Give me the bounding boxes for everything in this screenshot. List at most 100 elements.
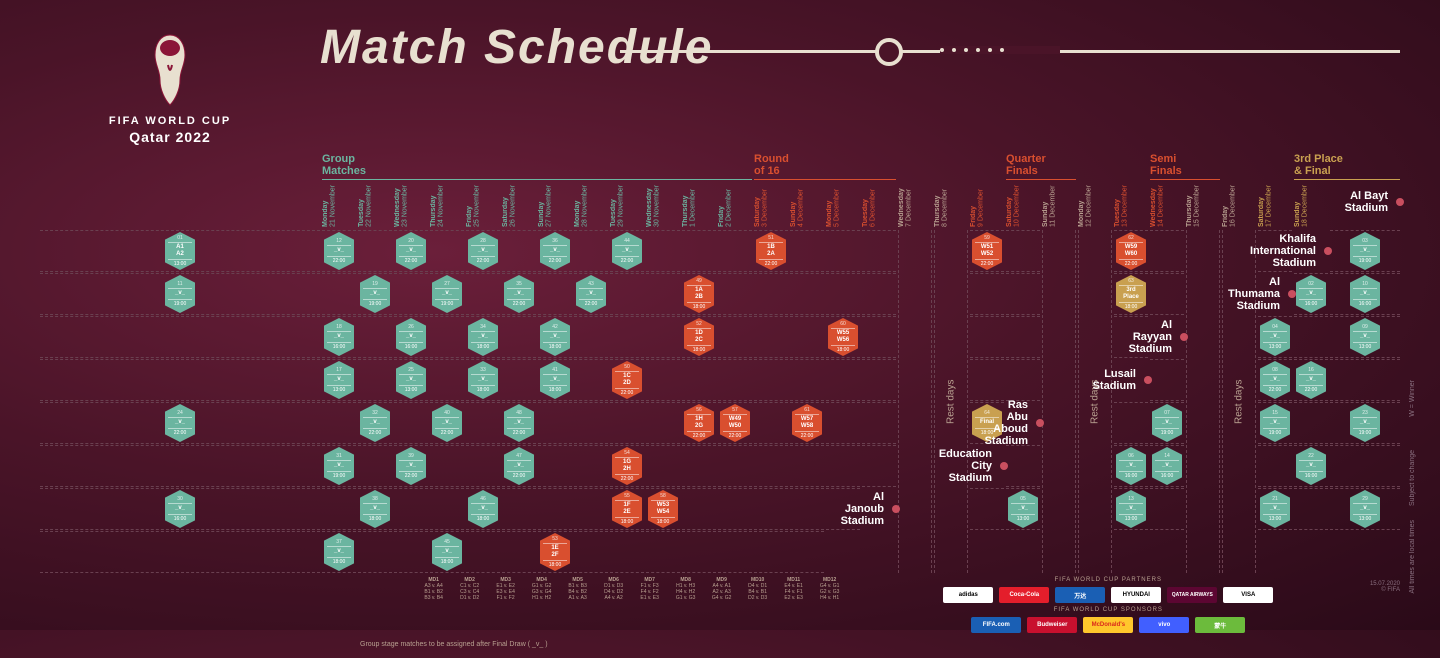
grid-cell: 47_v_22:00 bbox=[502, 445, 536, 487]
date-header: Friday2 December bbox=[718, 181, 752, 229]
grid-cell bbox=[646, 402, 680, 444]
grid-cell: 551F 2E18:00 bbox=[610, 488, 644, 530]
grid-cell bbox=[1006, 359, 1040, 401]
grid-cell: 11_v_19:00 bbox=[40, 273, 320, 315]
grid-cell: 57W49 W5022:00 bbox=[718, 402, 752, 444]
match-hex: 08_v_22:00 bbox=[1260, 361, 1290, 399]
partners-label: FIFA WORLD CUP PARTNERS bbox=[1055, 577, 1162, 583]
match-hex: 42_v_18:00 bbox=[540, 318, 570, 356]
grid-cell bbox=[970, 488, 1004, 530]
grid-cell: 27_v_19:00 bbox=[430, 273, 464, 315]
grid-cell: 24_v_22:00 bbox=[40, 402, 320, 444]
sponsor-badge: QATAR AIRWAYS bbox=[1167, 587, 1217, 603]
match-hex: 541G 2H22:00 bbox=[612, 447, 642, 485]
grid-cell bbox=[718, 531, 752, 573]
grid-cell: 23_v_19:00 bbox=[1330, 402, 1400, 444]
grid-cell bbox=[862, 359, 896, 401]
grid-cell: 58W53 W5418:00 bbox=[646, 488, 680, 530]
grid-cell: 06_v_16:00 bbox=[1114, 445, 1148, 487]
match-hex: 17_v_13:00 bbox=[324, 361, 354, 399]
matchday-footnote: MD5B1 v. B3B4 v. B2A1 v. A3 bbox=[561, 577, 595, 601]
sponsor-badge: McDonald's bbox=[1083, 617, 1133, 633]
grid-cell: 14_v_16:00 bbox=[1150, 445, 1184, 487]
event-logo: FIFA WORLD CUP Qatar 2022 bbox=[40, 20, 300, 145]
match-hex: 45_v_18:00 bbox=[432, 533, 462, 571]
match-hex: 12_v_22:00 bbox=[324, 232, 354, 270]
grid-cell: 46_v_18:00 bbox=[466, 488, 500, 530]
match-hex: 39_v_22:00 bbox=[396, 447, 426, 485]
date-header: Wednesday14 December bbox=[1150, 181, 1184, 229]
date-header: Saturday3 December bbox=[754, 181, 788, 229]
page-title: Match Schedule bbox=[320, 20, 1400, 75]
sponsors-area: FIFA WORLD CUP PARTNERS adidasCoca-Cola万… bbox=[943, 577, 1273, 633]
date-header: Monday28 November bbox=[574, 181, 608, 229]
grid-cell bbox=[1150, 359, 1184, 401]
grid-cell: 15_v_19:00 bbox=[1258, 402, 1292, 444]
match-hex: 14_v_16:00 bbox=[1152, 447, 1182, 485]
match-hex: 34_v_18:00 bbox=[468, 318, 498, 356]
grid-cell: 37_v_18:00 bbox=[322, 531, 356, 573]
match-hex: 21_v_13:00 bbox=[1260, 490, 1290, 528]
match-hex: 05_v_13:00 bbox=[1008, 490, 1038, 528]
grid-cell bbox=[682, 488, 716, 530]
date-header: Wednesday7 December bbox=[898, 181, 932, 229]
grid-cell: 09_v_13:00 bbox=[1330, 316, 1400, 358]
stadium-label: Al Janoub Stadium bbox=[862, 488, 896, 530]
grid-cell bbox=[502, 531, 536, 573]
grid-cell bbox=[1006, 316, 1040, 358]
grid-cell bbox=[40, 445, 320, 487]
match-hex: 33_v_18:00 bbox=[468, 361, 498, 399]
grid-cell bbox=[1006, 230, 1040, 272]
match-hex: 09_v_13:00 bbox=[1350, 318, 1380, 356]
match-hex: 25_v_13:00 bbox=[396, 361, 426, 399]
grid-cell bbox=[610, 531, 644, 573]
grid-cell bbox=[970, 273, 1004, 315]
match-hex: 491A 2B18:00 bbox=[684, 275, 714, 313]
grid-cell bbox=[826, 359, 860, 401]
grid-cell bbox=[430, 230, 464, 272]
grid-cell: 59W51 W5222:00 bbox=[970, 230, 1004, 272]
match-hex: 03_v_19:00 bbox=[1350, 232, 1380, 270]
match-hex: 30_v_16:00 bbox=[165, 490, 195, 528]
match-hex: 19_v_19:00 bbox=[360, 275, 390, 313]
grid-cell: 39_v_22:00 bbox=[394, 445, 428, 487]
grid-cell bbox=[682, 445, 716, 487]
trophy-emblem bbox=[140, 30, 200, 110]
match-hex: 531E 2F18:00 bbox=[540, 533, 570, 571]
grid-cell bbox=[610, 402, 644, 444]
grid-cell: 17_v_13:00 bbox=[322, 359, 356, 401]
grid-cell bbox=[646, 359, 680, 401]
match-hex: 23_v_19:00 bbox=[1350, 404, 1380, 442]
grid-cell bbox=[790, 531, 824, 573]
grid-cell bbox=[40, 316, 320, 358]
grid-cell: 541G 2H22:00 bbox=[610, 445, 644, 487]
match-hex: 551F 2E18:00 bbox=[612, 490, 642, 528]
side-note-times: All times are local times bbox=[1409, 520, 1416, 594]
grid-cell bbox=[718, 316, 752, 358]
trophy-icon bbox=[140, 30, 200, 110]
sponsor-badge: vivo bbox=[1139, 617, 1189, 633]
match-hex: 32_v_22:00 bbox=[360, 404, 390, 442]
grid-cell: 62W59 W6022:00 bbox=[1114, 230, 1148, 272]
date-header: Saturday10 December bbox=[1006, 181, 1040, 229]
matchday-footnote: MD12G4 v. G1G2 v. G3H4 v. H1 bbox=[813, 577, 847, 601]
grid-cell: 20_v_22:00 bbox=[394, 230, 428, 272]
stadium-label: Lusail Stadium bbox=[1114, 359, 1148, 401]
date-header: Monday5 December bbox=[826, 181, 860, 229]
matchday-footnote: MD3E1 v. E2E3 v. E4F1 v. F2 bbox=[489, 577, 523, 601]
match-hex: 46_v_18:00 bbox=[468, 490, 498, 528]
matchday-footnote: MD1A3 v. A4B1 v. B2B3 v. B4 bbox=[417, 577, 451, 601]
grid-cell: 05_v_13:00 bbox=[1006, 488, 1040, 530]
grid-cell bbox=[1006, 445, 1040, 487]
date-header: Sunday4 December bbox=[790, 181, 824, 229]
grid-cell: 61W57 W5822:00 bbox=[790, 402, 824, 444]
title-circle-icon bbox=[875, 38, 903, 66]
date-header: Thursday24 November bbox=[430, 181, 464, 229]
sponsor-badge: Coca-Cola bbox=[999, 587, 1049, 603]
grid-cell bbox=[430, 316, 464, 358]
rest-day-column bbox=[898, 230, 932, 573]
grid-cell bbox=[574, 531, 608, 573]
event-name-1: FIFA WORLD CUP bbox=[40, 115, 300, 127]
grid-cell: 35_v_22:00 bbox=[502, 273, 536, 315]
phase-header: Semi Finals bbox=[1150, 153, 1220, 180]
